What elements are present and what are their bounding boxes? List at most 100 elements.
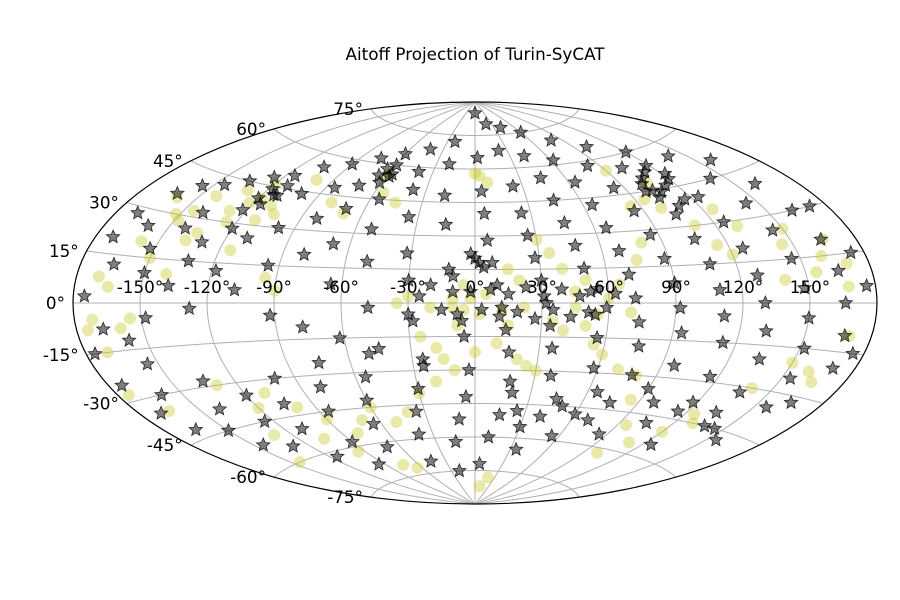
star-marker: [462, 283, 479, 299]
circle-marker: [390, 297, 403, 309]
star-marker: [801, 198, 818, 213]
star-marker: [640, 380, 656, 396]
star-marker: [672, 299, 689, 315]
star-marker: [830, 262, 846, 278]
star-marker: [238, 387, 255, 402]
projection-boundary: [72, 101, 878, 505]
star-marker: [543, 367, 559, 383]
circle-marker: [805, 376, 818, 389]
star-marker: [494, 299, 510, 314]
star-marker: [194, 177, 211, 193]
star-marker: [702, 256, 718, 271]
star-marker: [451, 462, 468, 478]
star-marker: [416, 357, 432, 373]
circle-marker: [591, 446, 604, 459]
star-marker: [285, 438, 301, 453]
star-marker: [479, 232, 495, 247]
circle-marker: [172, 214, 185, 227]
latitude-tick-label: 45°: [153, 151, 183, 171]
circle-marker: [469, 346, 481, 359]
star-marker: [344, 156, 360, 171]
star-marker: [153, 386, 170, 402]
star-marker: [195, 204, 211, 220]
star-marker: [628, 290, 644, 305]
star-marker: [624, 366, 640, 382]
star-marker: [438, 216, 454, 232]
longitude-tick-label: -60°: [323, 277, 359, 297]
circle-marker: [513, 274, 526, 287]
star-marker: [411, 288, 427, 303]
star-marker: [422, 141, 439, 156]
star-marker: [519, 227, 536, 242]
star-marker: [702, 151, 719, 167]
circle-marker: [686, 417, 699, 430]
star-marker: [715, 334, 731, 350]
star-marker: [813, 231, 829, 246]
circle-marker: [613, 278, 626, 291]
star-marker: [266, 186, 282, 202]
star-marker: [451, 411, 467, 426]
star-marker: [735, 240, 751, 255]
star-marker: [169, 185, 185, 201]
star-marker: [607, 285, 624, 301]
star-marker: [838, 294, 854, 310]
star-marker: [287, 167, 303, 183]
circle-marker: [457, 279, 470, 292]
circle-marker: [556, 262, 569, 275]
circle-marker: [530, 233, 543, 246]
star-marker: [631, 314, 647, 329]
star-marker: [491, 308, 508, 323]
star-marker: [325, 235, 342, 251]
star-marker: [498, 321, 514, 337]
star-marker: [359, 253, 375, 269]
star-marker: [445, 283, 461, 299]
chart-title: Aitoff Projection of Turin-SyCAT: [345, 44, 605, 64]
parallel-gridline: [370, 108, 580, 136]
longitude-tick-label: -30°: [390, 277, 426, 297]
star-marker: [458, 388, 474, 404]
longitude-tick-label: -150°: [117, 277, 163, 297]
circle-marker: [776, 238, 789, 251]
circle-marker: [543, 247, 556, 260]
circle-marker: [596, 348, 609, 361]
star-marker: [309, 210, 325, 226]
circle-marker: [81, 324, 94, 337]
star-marker: [361, 345, 377, 361]
star-marker: [527, 249, 543, 265]
star-marker: [556, 214, 573, 230]
circle-marker: [135, 235, 148, 248]
circle-marker: [706, 203, 719, 216]
star-marker: [401, 208, 417, 224]
circle-marker: [356, 414, 369, 427]
star-marker: [747, 175, 763, 191]
star-marker: [845, 345, 861, 361]
circle-marker: [291, 401, 304, 414]
longitude-tick-label: 150°: [790, 277, 830, 297]
star-marker: [638, 414, 654, 430]
longitude-tick-label: 90°: [661, 277, 691, 297]
star-marker: [461, 361, 477, 377]
star-marker: [666, 357, 682, 373]
star-marker: [536, 288, 552, 303]
star-marker: [95, 321, 111, 336]
star-marker: [783, 394, 799, 410]
star-marker: [634, 175, 650, 191]
star-marker: [363, 221, 380, 236]
star-marker: [226, 281, 243, 297]
star-marker: [235, 201, 251, 217]
circle-marker: [352, 445, 365, 458]
star-marker: [685, 394, 701, 409]
star-marker: [576, 260, 592, 275]
star-marker: [509, 303, 526, 319]
star-marker: [621, 266, 637, 281]
circle-marker: [114, 322, 127, 335]
star-marker: [411, 426, 427, 441]
parallel-gridline: [273, 436, 677, 478]
star-marker: [476, 259, 492, 274]
star-marker: [589, 281, 606, 296]
star-marker: [626, 202, 642, 218]
star-marker: [294, 420, 310, 436]
star-marker: [195, 373, 211, 388]
circle-marker: [143, 251, 156, 264]
circle-marker: [815, 249, 828, 262]
